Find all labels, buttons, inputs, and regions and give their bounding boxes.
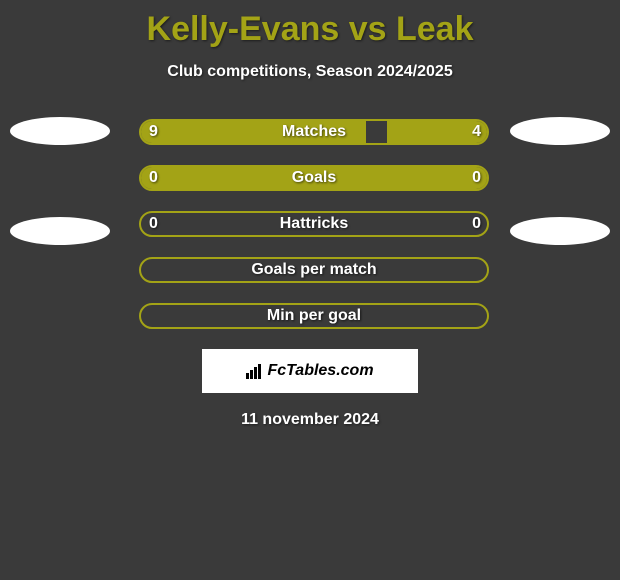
attribution-label: FcTables.com <box>267 362 373 380</box>
bar-track: Matches <box>139 119 489 145</box>
bar-track: Goals per match <box>139 257 489 283</box>
value-left: 9 <box>149 119 158 145</box>
value-left: 0 <box>149 211 158 237</box>
stat-row: Min per goal <box>0 303 620 329</box>
value-right: 4 <box>472 119 481 145</box>
value-left: 0 <box>149 165 158 191</box>
value-right: 0 <box>472 165 481 191</box>
bar-track: Goals <box>139 165 489 191</box>
attribution-text: FcTables.com <box>246 362 373 380</box>
bar-track: Min per goal <box>139 303 489 329</box>
bars-icon <box>246 363 264 379</box>
stat-row: Goals0 0 <box>0 165 620 191</box>
page-title: Kelly-Evans vs Leak <box>0 0 620 49</box>
stat-row: Matches9 4 <box>0 119 620 145</box>
stat-row: Hattricks0 0 <box>0 211 620 237</box>
bars-area: Matches94Goals00Hattricks00Goals per mat… <box>0 119 620 329</box>
player-pill-left <box>10 117 110 145</box>
stat-row: Goals per match <box>0 257 620 283</box>
bar-track: Hattricks <box>139 211 489 237</box>
bar-label: Hattricks <box>141 213 487 235</box>
bar-label: Goals per match <box>141 259 487 281</box>
date-line: 11 november 2024 <box>0 411 620 429</box>
attribution-box: FcTables.com <box>202 349 418 393</box>
bar-label: Min per goal <box>141 305 487 327</box>
bar-label: Goals <box>141 167 487 189</box>
subtitle: Club competitions, Season 2024/2025 <box>0 63 620 81</box>
value-right: 0 <box>472 211 481 237</box>
bar-label: Matches <box>141 121 487 143</box>
player-pill-right <box>510 117 610 145</box>
